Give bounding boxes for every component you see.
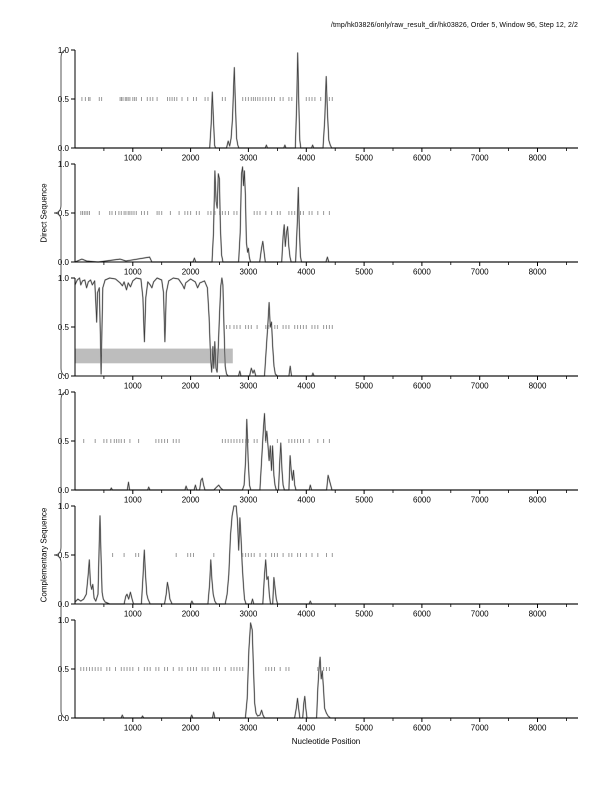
x-tick-label: 4000 <box>297 268 315 277</box>
x-tick-label: 3000 <box>240 268 258 277</box>
x-tick-label: 5000 <box>355 154 373 163</box>
x-tick-label: 7000 <box>471 496 489 505</box>
y-tick-label: 1.0 <box>58 616 70 625</box>
panel-direct-frame-1: 0.0 0.5 1.0 1000 2000 3000 4000 5000 6000 7000 800… <box>58 46 578 163</box>
panel-direct-frame-3: 0.0 0.5 1.0 1000 2000 3000 4000 5000 6000 7000 800… <box>58 274 578 391</box>
x-tick-label: 6000 <box>413 496 431 505</box>
probability-curve-halo <box>75 412 578 491</box>
y-tick-label: 1.0 <box>58 274 70 283</box>
x-tick-label: 5000 <box>355 724 373 733</box>
x-tick-label: 3000 <box>240 724 258 733</box>
y-tick-label: 0.0 <box>58 372 70 381</box>
y-tick-label: 0.0 <box>58 600 70 609</box>
x-tick-label: 8000 <box>529 154 547 163</box>
half-probability-markers <box>80 667 330 671</box>
x-tick-label: 7000 <box>471 382 489 391</box>
x-tick-label: 6000 <box>413 154 431 163</box>
half-probability-markers <box>226 325 333 329</box>
x-tick-label: 6000 <box>413 610 431 619</box>
x-tick-label: 8000 <box>529 724 547 733</box>
x-axis-title: Nucleotide Position <box>291 737 361 746</box>
probability-curve <box>74 505 578 605</box>
x-tick-label: 1000 <box>124 382 142 391</box>
x-tick-label: 4000 <box>297 154 315 163</box>
x-tick-label: 6000 <box>413 382 431 391</box>
highlight-band <box>75 348 233 364</box>
y-tick-label: 0.0 <box>58 486 70 495</box>
x-tick-label: 1000 <box>124 268 142 277</box>
x-tick-label: 8000 <box>529 496 547 505</box>
x-tick-label: 8000 <box>529 610 547 619</box>
half-probability-markers <box>83 439 330 443</box>
x-tick-label: 2000 <box>182 610 200 619</box>
probability-curve <box>74 166 578 263</box>
x-tick-label: 7000 <box>471 268 489 277</box>
y-tick-label: 0.0 <box>58 258 70 267</box>
y-tick-label: 1.0 <box>58 160 70 169</box>
x-tick-label: 3000 <box>240 154 258 163</box>
figure-title: /tmp/hk03826/only/raw_result_dir/hk03826… <box>330 22 578 29</box>
x-tick-label: 1000 <box>124 610 142 619</box>
y-tick-label: 0.5 <box>58 323 70 332</box>
x-tick-label: 3000 <box>240 382 258 391</box>
y-tick-label: 1.0 <box>58 46 70 55</box>
y-tick-label: 0.5 <box>58 209 70 218</box>
x-tick-label: 2000 <box>182 382 200 391</box>
axes <box>74 164 578 263</box>
y-tick-label: 0.5 <box>58 95 70 104</box>
x-tick-label: 4000 <box>297 724 315 733</box>
x-tick-label: 2000 <box>182 496 200 505</box>
panel-complementary-frame-3: 0.0 0.5 1.0 1000 2000 3000 4000 5000 6000 7000 800… <box>58 616 578 733</box>
x-tick-label: 1000 <box>124 496 142 505</box>
y-tick-label: 0.5 <box>58 437 70 446</box>
x-tick-label: 2000 <box>182 154 200 163</box>
x-tick-label: 1000 <box>124 724 142 733</box>
y-tick-label: 0.0 <box>58 714 70 723</box>
x-tick-label: 5000 <box>355 382 373 391</box>
y-tick-label: 0.5 <box>58 551 70 560</box>
x-tick-label: 7000 <box>471 724 489 733</box>
panel-complementary-frame-2: 0.0 0.5 1.0 1000 2000 3000 4000 5000 6000 7000 800… <box>58 502 578 619</box>
x-tick-label: 2000 <box>182 268 200 277</box>
x-tick-label: 3000 <box>240 610 258 619</box>
probability-curve <box>75 622 578 719</box>
x-tick-label: 5000 <box>355 610 373 619</box>
half-probability-markers <box>81 97 333 101</box>
panel-direct-frame-2: 0.0 0.5 1.0 1000 2000 3000 4000 5000 6000 7000 800… <box>58 160 578 277</box>
half-probability-markers <box>80 211 330 215</box>
y-tick-label: 0.5 <box>58 665 70 674</box>
direct-sequence-brace <box>53 49 67 377</box>
probability-curve <box>75 413 578 491</box>
half-probability-markers <box>112 553 333 557</box>
y-tick-label: 1.0 <box>58 388 70 397</box>
x-tick-label: 7000 <box>471 154 489 163</box>
complementary-sequence-brace <box>53 391 67 719</box>
x-tick-label: 8000 <box>529 268 547 277</box>
x-tick-label: 5000 <box>355 496 373 505</box>
x-tick-label: 2000 <box>182 724 200 733</box>
x-tick-label: 5000 <box>355 268 373 277</box>
y-tick-label: 1.0 <box>58 502 70 511</box>
x-tick-label: 4000 <box>297 496 315 505</box>
x-tick-label: 4000 <box>297 382 315 391</box>
x-tick-label: 6000 <box>413 724 431 733</box>
probability-curve-halo <box>74 166 578 263</box>
x-tick-label: 6000 <box>413 268 431 277</box>
x-tick-label: 8000 <box>529 382 547 391</box>
x-tick-label: 4000 <box>297 610 315 619</box>
axes <box>74 392 578 491</box>
y-tick-label: 0.0 <box>58 144 70 153</box>
panel-complementary-frame-1: 0.0 0.5 1.0 1000 2000 3000 4000 5000 6000 7000 800… <box>58 388 578 505</box>
x-tick-label: 1000 <box>124 154 142 163</box>
x-tick-label: 3000 <box>240 496 258 505</box>
x-tick-label: 7000 <box>471 610 489 619</box>
